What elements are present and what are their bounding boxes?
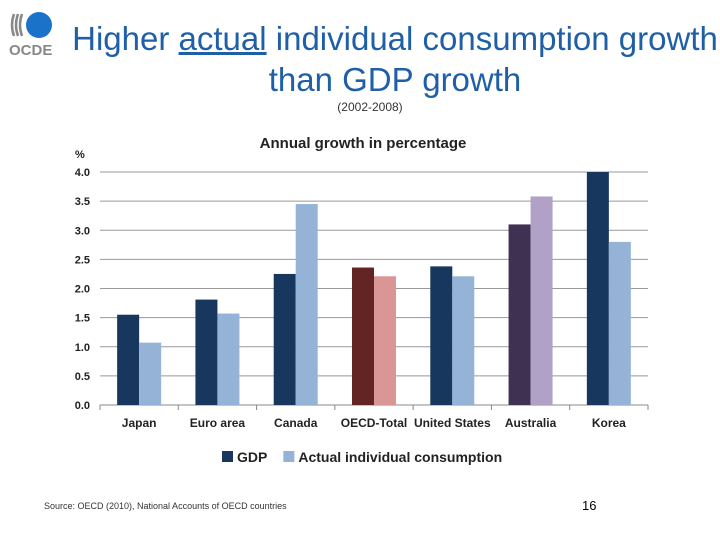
- x-tick-label: Canada: [274, 416, 318, 430]
- y-tick-label: 1.5: [75, 313, 90, 325]
- bar-gdp: [430, 266, 453, 405]
- x-tick-label: Euro area: [190, 416, 246, 430]
- slide-title: Higher actual individual consumption gro…: [72, 20, 718, 98]
- y-tick-label: 1.0: [75, 342, 90, 354]
- y-tick-label: 2.0: [75, 284, 90, 296]
- legend-label: GDP: [237, 449, 267, 465]
- x-tick-label: Japan: [122, 416, 157, 430]
- bar-actual-individual-consumption: [374, 276, 396, 405]
- y-tick-label: 3.5: [75, 196, 90, 208]
- bar-gdp: [586, 172, 609, 405]
- slide-subtitle: (2002-2008): [337, 100, 403, 114]
- bar-gdp: [508, 224, 531, 405]
- chart-title: Annual growth in percentage: [260, 135, 467, 152]
- x-tick-label: United States: [414, 416, 491, 430]
- bar-actual-individual-consumption: [139, 342, 162, 405]
- oecd-logo: OCDE: [9, 12, 52, 58]
- x-tick-label: Australia: [505, 416, 557, 430]
- x-tick-label: OECD-Total: [341, 416, 407, 430]
- y-tick-label: 3.0: [75, 225, 90, 237]
- bar-gdp: [273, 273, 296, 405]
- legend-label: Actual individual consumption: [298, 449, 502, 465]
- page-number: 16: [582, 498, 597, 513]
- bar-actual-individual-consumption: [452, 276, 475, 405]
- legend-swatch: [283, 451, 295, 462]
- source-note: Source: OECD (2010), National Accounts o…: [44, 501, 287, 511]
- bar-actual-individual-consumption: [530, 196, 553, 405]
- bar-gdp: [117, 314, 140, 405]
- y-tick-label: 4.0: [75, 167, 90, 179]
- y-tick-label: 2.5: [75, 254, 90, 266]
- bar-actual-individual-consumption: [608, 241, 631, 405]
- bar-gdp: [352, 267, 374, 405]
- legend-swatch: [222, 451, 233, 462]
- bar-gdp: [195, 299, 218, 405]
- bar-actual-individual-consumption: [217, 313, 240, 405]
- y-axis-label: %: [75, 149, 85, 161]
- y-tick-label: 0.0: [75, 400, 90, 412]
- y-tick-label: 0.5: [75, 371, 90, 383]
- svg-text:OCDE: OCDE: [9, 42, 52, 58]
- x-tick-label: Korea: [592, 416, 626, 430]
- bar-actual-individual-consumption: [295, 204, 318, 405]
